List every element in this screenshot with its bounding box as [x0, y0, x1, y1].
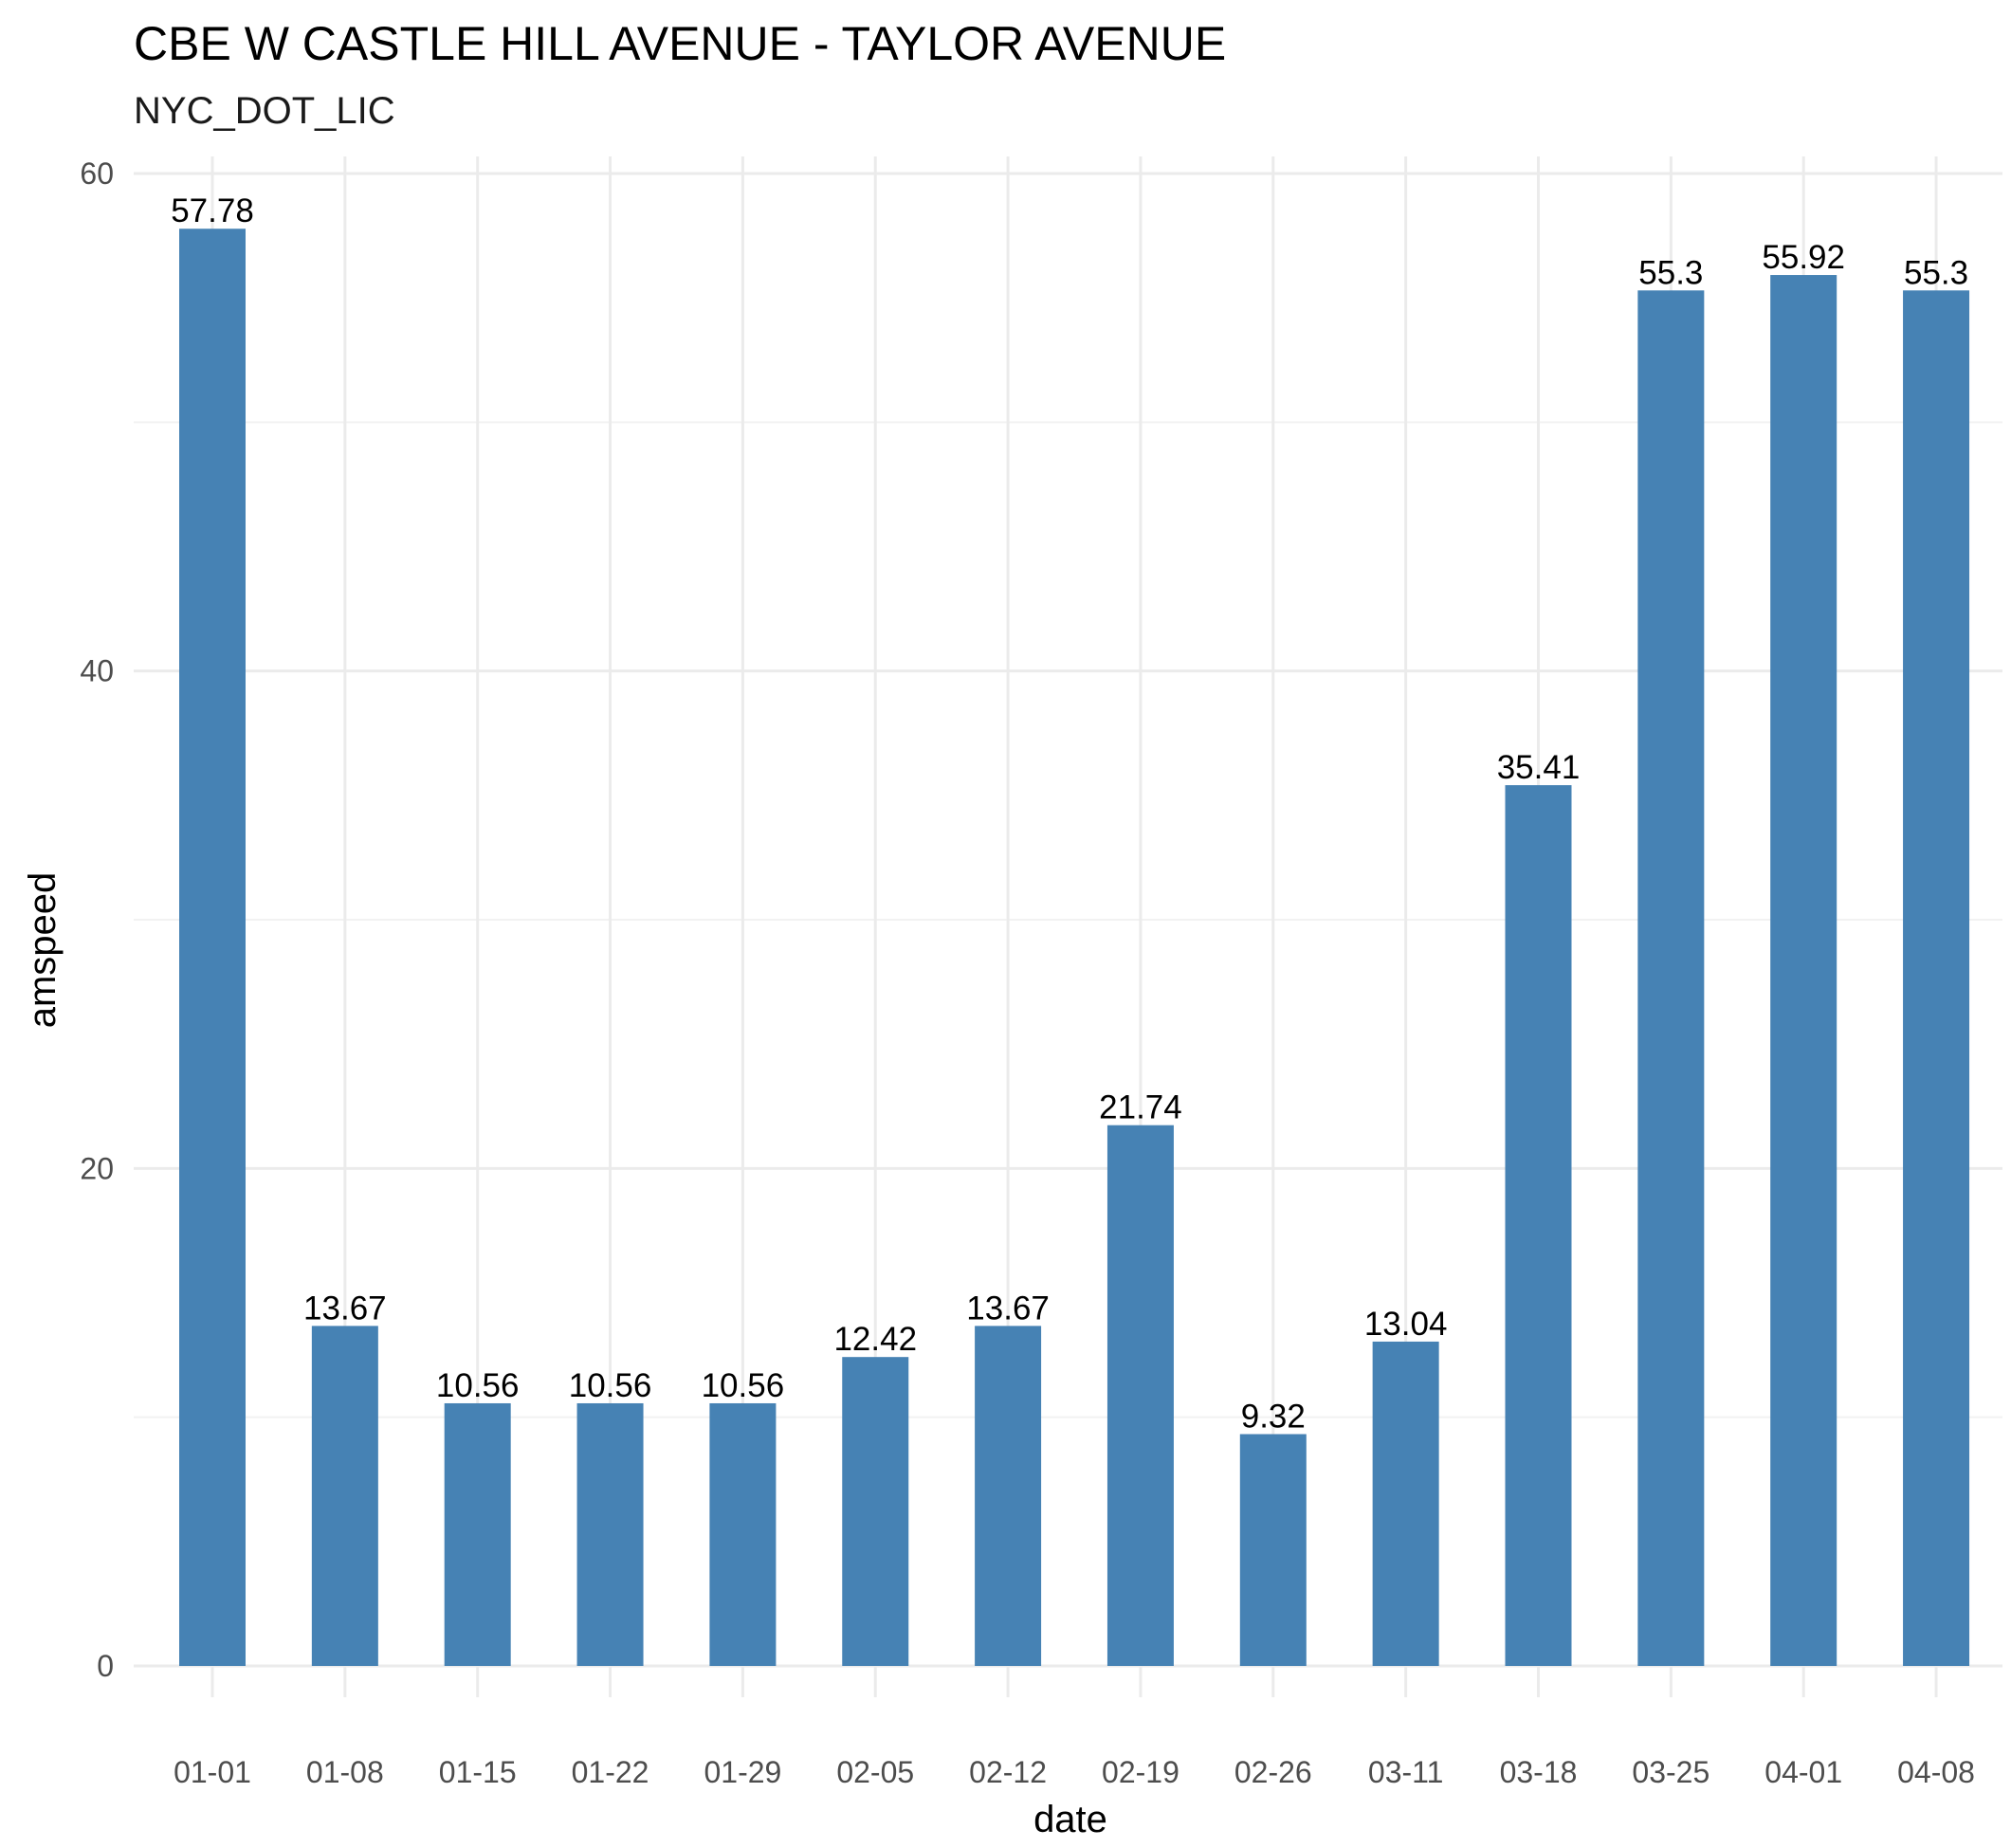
data-label: 13.67 [966, 1290, 1050, 1327]
y-tick-label: 60 [80, 156, 114, 191]
x-tick-label: 01-29 [704, 1755, 781, 1789]
bar [1505, 785, 1572, 1666]
data-label: 13.67 [303, 1290, 387, 1327]
bar [576, 1402, 644, 1666]
chart-title: CBE W CASTLE HILL AVENUE - TAYLOR AVENUE [134, 17, 1226, 70]
data-label: 9.32 [1241, 1399, 1306, 1436]
x-tick-label: 01-22 [572, 1755, 649, 1789]
y-tick-label: 40 [80, 654, 114, 688]
data-label: 10.56 [569, 1367, 652, 1404]
x-tick-label: 02-26 [1234, 1755, 1312, 1789]
data-label: 21.74 [1099, 1089, 1182, 1126]
x-tick-label: 01-08 [306, 1755, 384, 1789]
y-tick-label: 0 [97, 1649, 114, 1683]
data-label: 10.56 [436, 1367, 520, 1404]
data-label: 12.42 [833, 1321, 917, 1358]
y-axis-title: amspeed [22, 872, 64, 1029]
x-tick-label: 03-11 [1368, 1755, 1443, 1789]
bar [444, 1402, 511, 1666]
data-label: 55.92 [1762, 239, 1845, 276]
bar [1903, 290, 1970, 1667]
x-tick-label: 02-19 [1102, 1755, 1179, 1789]
x-axis-title: date [1033, 1799, 1107, 1840]
bar-layer [179, 229, 1970, 1667]
x-tick-label: 04-08 [1897, 1755, 1975, 1789]
bar [179, 229, 246, 1666]
bar [1637, 290, 1705, 1667]
y-tick-label: 20 [80, 1151, 114, 1185]
grid-layer [134, 156, 2002, 1697]
bar [975, 1326, 1042, 1666]
x-tick-label: 01-15 [439, 1755, 517, 1789]
chart-subtitle: NYC_DOT_LIC [134, 90, 395, 132]
data-label: 35.41 [1497, 749, 1581, 786]
x-tick-label: 03-25 [1632, 1755, 1709, 1789]
x-tick-label: 02-12 [969, 1755, 1047, 1789]
data-label: 13.04 [1364, 1306, 1448, 1343]
bar [1372, 1341, 1439, 1666]
x-tick-layer: 01-01 01-08 01-15 01-22 01-29 02-05 02-12 02-19… [174, 1755, 1975, 1789]
bar [709, 1402, 777, 1666]
bar [1106, 1125, 1174, 1666]
x-tick-label: 04-01 [1764, 1755, 1842, 1789]
bar [311, 1326, 378, 1666]
y-tick-layer: 0 20 40 60 [80, 156, 114, 1683]
data-label: 55.3 [1904, 254, 1968, 291]
data-label: 10.56 [702, 1367, 785, 1404]
data-label-layer: 57.78 13.67 10.56 10.56 10.56 12.42 13.67 21.74… [171, 192, 1968, 1435]
x-tick-label: 03-18 [1500, 1755, 1578, 1789]
x-tick-label: 01-01 [174, 1755, 251, 1789]
bar [1770, 275, 1837, 1667]
bar [842, 1357, 909, 1666]
data-label: 57.78 [171, 192, 254, 229]
x-tick-label: 02-05 [836, 1755, 914, 1789]
data-label: 55.3 [1638, 254, 1703, 291]
bar [1239, 1434, 1307, 1666]
